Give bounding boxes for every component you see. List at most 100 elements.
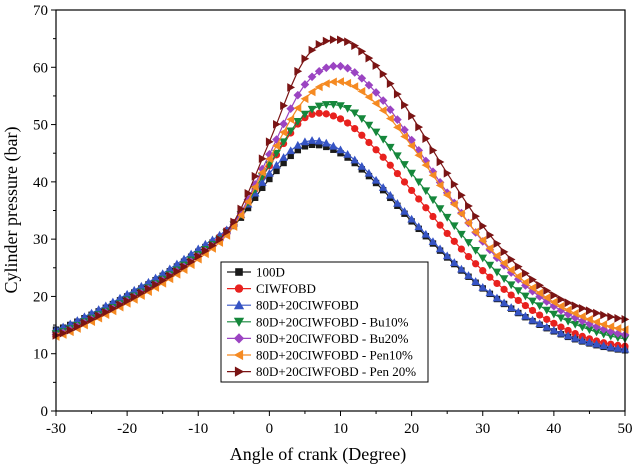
data-point <box>329 35 338 45</box>
data-point <box>301 54 310 64</box>
data-point <box>400 206 409 215</box>
data-point <box>478 282 488 291</box>
data-point <box>122 289 132 298</box>
x-tick-label: -10 <box>188 421 208 437</box>
data-point <box>237 204 246 214</box>
data-point <box>166 271 175 281</box>
data-point <box>151 273 160 282</box>
data-point <box>401 100 409 110</box>
data-point <box>280 101 288 110</box>
data-point <box>286 104 296 114</box>
data-point <box>244 188 253 198</box>
data-point <box>529 275 537 284</box>
data-point <box>535 302 544 311</box>
data-point <box>442 251 452 260</box>
data-point <box>314 82 323 92</box>
y-tick-label: 30 <box>33 232 48 248</box>
legend-marker <box>235 268 243 276</box>
data-point <box>323 143 330 151</box>
x-tick-label: -20 <box>117 421 137 437</box>
data-point <box>457 190 466 200</box>
data-point <box>322 110 330 118</box>
data-point <box>521 311 530 320</box>
data-point <box>513 274 523 284</box>
data-point <box>351 125 359 133</box>
tick-layer: -30 -20 -10 0 10 20 30 40 50 0 10 20 30 40 50 60 70 <box>33 3 633 437</box>
data-point <box>528 297 537 306</box>
data-point <box>542 322 552 331</box>
data-point <box>400 125 409 135</box>
data-point <box>308 141 316 149</box>
data-point <box>265 168 274 177</box>
data-point <box>543 315 551 323</box>
data-point <box>371 128 381 137</box>
legend-item: 80D+20CIWFOBD - Pen 20% <box>227 364 416 379</box>
data-point <box>564 298 573 308</box>
legend-item: CIWFOBD <box>227 281 316 296</box>
data-point <box>535 319 544 328</box>
legend-marker <box>234 366 245 377</box>
data-point <box>378 135 388 144</box>
data-point <box>279 127 288 137</box>
y-tick-label: 0 <box>41 404 49 420</box>
data-point <box>570 333 580 342</box>
data-point <box>300 94 309 104</box>
data-point <box>393 169 401 178</box>
data-point <box>485 261 495 270</box>
data-point <box>300 137 310 146</box>
data-point <box>549 297 558 307</box>
data-point <box>266 175 273 183</box>
data-point <box>321 101 331 109</box>
data-point <box>358 131 366 139</box>
data-point <box>415 195 423 203</box>
data-point <box>314 66 324 76</box>
data-point <box>336 115 345 123</box>
data-point <box>372 146 380 154</box>
data-point <box>286 127 296 136</box>
data-point <box>571 301 580 311</box>
data-point <box>549 310 559 319</box>
data-point <box>500 285 508 293</box>
data-point <box>372 61 381 70</box>
data-point <box>443 229 451 238</box>
series-7 <box>52 35 630 340</box>
data-point <box>158 269 168 277</box>
data-point <box>329 61 338 71</box>
data-point <box>471 247 480 255</box>
data-point <box>223 227 232 237</box>
data-point <box>528 306 537 315</box>
data-point <box>571 329 579 338</box>
data-point <box>265 154 273 164</box>
data-point <box>321 79 330 88</box>
data-point <box>442 190 451 200</box>
data-point <box>159 276 168 285</box>
data-point <box>279 138 288 147</box>
data-point <box>613 343 623 352</box>
data-point <box>585 319 594 329</box>
data-point <box>336 77 344 86</box>
data-point <box>307 87 316 97</box>
data-point <box>216 235 224 244</box>
data-point <box>563 317 573 326</box>
data-point <box>407 214 416 223</box>
data-point <box>393 89 402 99</box>
data-point <box>536 311 544 319</box>
data-point <box>307 136 317 144</box>
data-point <box>336 102 345 110</box>
data-point <box>428 170 437 180</box>
data-point <box>371 99 380 108</box>
data-point <box>130 292 139 302</box>
y-tick-label: 70 <box>33 3 48 19</box>
data-point <box>563 305 572 315</box>
data-point <box>442 213 452 222</box>
data-point <box>528 315 537 324</box>
data-point <box>393 115 402 124</box>
data-point <box>137 281 146 290</box>
data-point <box>308 110 316 118</box>
data-point <box>343 78 352 88</box>
data-point <box>330 146 337 153</box>
data-point <box>145 284 153 294</box>
data-point <box>614 313 623 323</box>
data-point <box>457 209 465 219</box>
